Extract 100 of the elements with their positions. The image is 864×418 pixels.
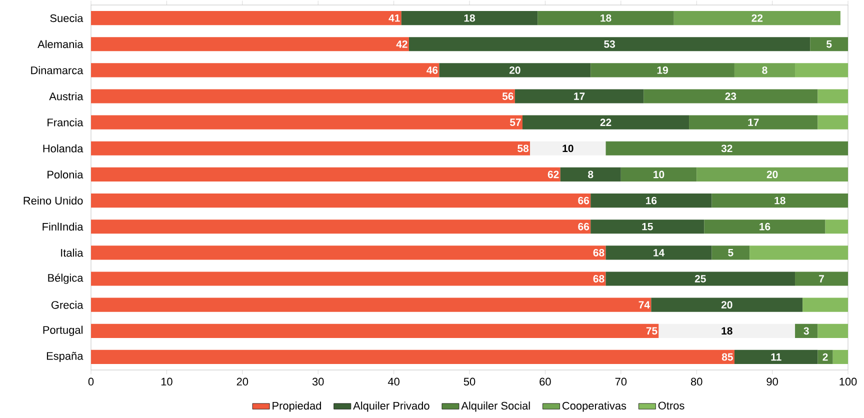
bar	[712, 246, 750, 260]
x-tick-label: 30	[312, 378, 324, 386]
bar	[401, 10, 538, 26]
bar	[795, 272, 848, 286]
data-label: 23	[725, 92, 736, 100]
data-label: 2	[822, 353, 828, 361]
data-label: 20	[721, 301, 732, 309]
data-label: 66	[578, 222, 590, 230]
bar	[818, 115, 848, 130]
bar	[818, 324, 848, 338]
bar	[439, 63, 591, 78]
data-label: 16	[760, 222, 770, 230]
y-tick-label: Reino Unido	[24, 196, 83, 205]
bar	[91, 350, 734, 364]
y-tick-label: Francia	[48, 118, 84, 126]
bar	[590, 220, 704, 234]
data-label: 66	[578, 196, 590, 204]
bar	[658, 324, 796, 338]
bar	[91, 167, 560, 182]
bar	[522, 115, 690, 130]
data-label: 16	[646, 196, 657, 204]
data-label: 7	[819, 275, 824, 282]
data-label: 17	[748, 118, 759, 126]
y-tick-label: Grecia	[51, 300, 84, 309]
data-label: 85	[722, 353, 733, 361]
bar	[818, 350, 833, 364]
y-tick-label: España	[46, 352, 84, 362]
bar	[91, 298, 652, 312]
x-tick-label: 90	[766, 378, 778, 386]
data-label: 18	[774, 196, 786, 204]
bar	[91, 10, 402, 26]
y-tick-label: Alemania	[38, 40, 84, 48]
bar	[91, 37, 409, 52]
data-label: 42	[396, 40, 408, 48]
data-label: 5	[826, 40, 832, 48]
y-tick-label: Italia	[61, 248, 84, 257]
data-label: 41	[388, 14, 400, 22]
legend-label: Alquiler Privado	[353, 402, 430, 412]
bar	[91, 272, 606, 286]
data-label: 10	[654, 170, 664, 178]
y-tick-label: Austria	[49, 92, 84, 100]
bar	[674, 10, 840, 26]
bar	[696, 167, 848, 182]
data-label: 8	[588, 170, 594, 178]
bar	[651, 298, 803, 312]
data-label: 22	[752, 14, 763, 22]
bar	[810, 37, 848, 52]
bar	[750, 246, 848, 260]
data-label: 17	[574, 92, 585, 100]
data-label: 46	[426, 66, 438, 74]
bar	[644, 89, 818, 104]
bar	[795, 63, 848, 78]
bar	[514, 89, 644, 104]
y-tick-label: Polonia	[48, 170, 84, 178]
x-tick-label: 0	[88, 378, 94, 386]
bar	[712, 194, 848, 208]
bar	[538, 10, 674, 26]
data-label: 74	[638, 301, 650, 308]
data-label: 75	[646, 327, 658, 335]
bar	[530, 141, 606, 156]
bar	[91, 194, 591, 208]
data-label: 18	[464, 14, 475, 22]
data-label: 10	[562, 144, 574, 152]
data-label: 68	[593, 275, 604, 282]
bar	[825, 220, 848, 234]
bar	[832, 350, 848, 364]
bar	[590, 194, 712, 208]
bar	[734, 63, 796, 78]
x-tick-label: 80	[690, 378, 702, 386]
data-label: 22	[600, 118, 612, 126]
bar	[734, 350, 818, 364]
data-label: 19	[657, 66, 668, 74]
legend-label: Alquiler Social	[461, 402, 530, 412]
data-label: 57	[510, 118, 521, 126]
x-tick-label: 20	[236, 378, 248, 386]
legend-label: Cooperativas	[562, 402, 626, 412]
y-tick-label: FinlIndia	[42, 222, 84, 231]
bar	[91, 246, 606, 260]
y-tick-label: Holanda	[43, 144, 84, 152]
bar	[704, 220, 826, 234]
x-tick-label: 10	[161, 378, 172, 386]
y-tick-label: Dinamarca	[31, 66, 84, 74]
x-tick-label: 100	[840, 378, 857, 386]
bar	[606, 141, 848, 156]
bar	[91, 141, 530, 156]
data-label: 3	[804, 327, 809, 335]
data-label: 18	[600, 14, 612, 22]
x-tick-label: 60	[540, 378, 551, 386]
data-label: 20	[509, 66, 520, 74]
legend-label: Otros	[658, 402, 684, 410]
x-tick-label: 70	[615, 378, 627, 386]
bar	[795, 324, 818, 338]
bar	[818, 89, 848, 104]
y-tick-label: Portugal	[43, 326, 82, 336]
bar	[91, 115, 522, 130]
data-label: 58	[518, 144, 529, 152]
data-label: 5	[728, 249, 734, 256]
data-label: 68	[593, 248, 604, 256]
bar	[91, 324, 659, 338]
data-label: 14	[654, 249, 665, 256]
